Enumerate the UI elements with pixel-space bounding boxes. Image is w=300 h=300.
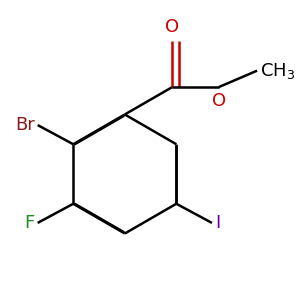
Text: CH$_3$: CH$_3$ [260,61,295,81]
Text: O: O [165,18,179,36]
Text: Br: Br [15,116,35,134]
Text: O: O [212,92,226,110]
Text: F: F [25,214,35,232]
Text: I: I [215,214,220,232]
